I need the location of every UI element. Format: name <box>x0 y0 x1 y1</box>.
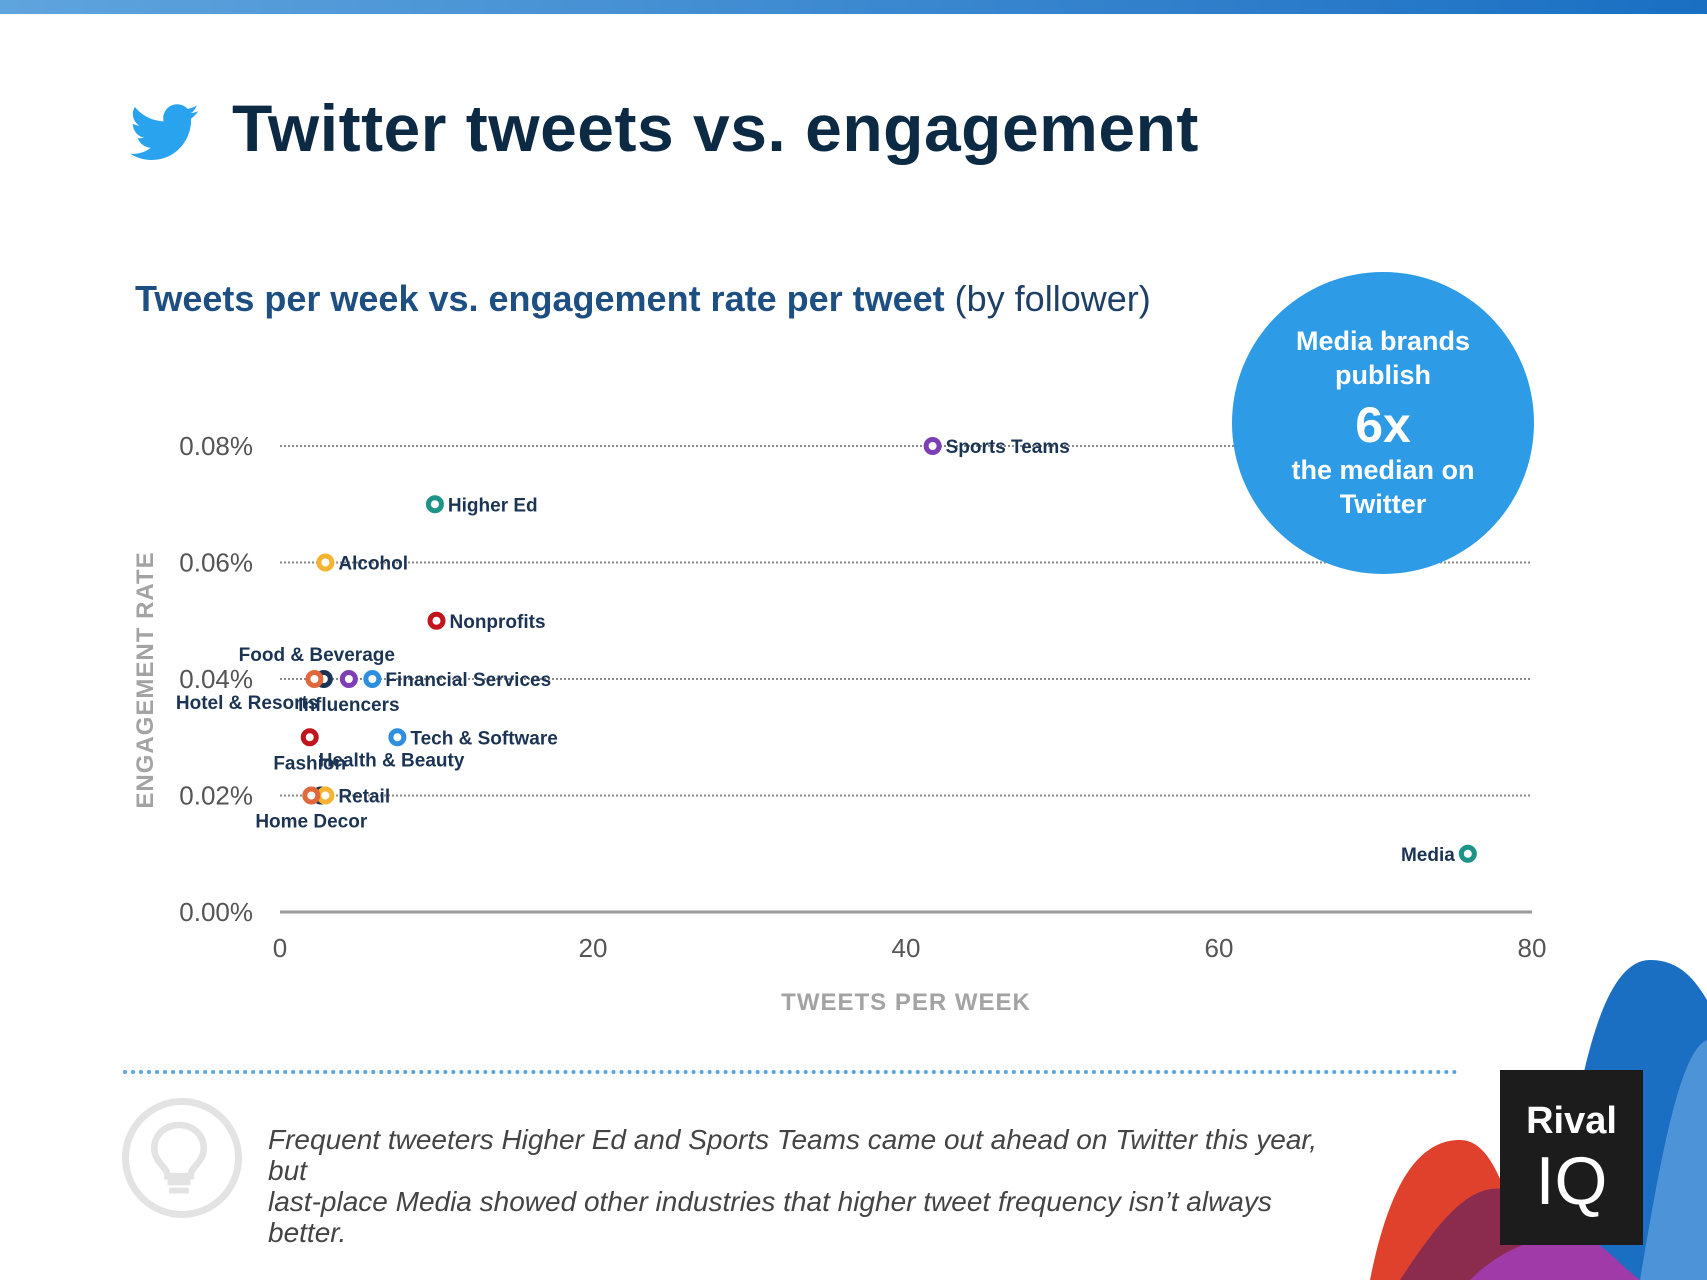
top-accent-bar <box>0 0 1707 14</box>
chart-subtitle-light: (by follower) <box>954 278 1151 319</box>
callout-bubble: Media brands publish 6x the median on Twit… <box>1232 272 1534 574</box>
chart-subtitle: Tweets per week vs. engagement rate per … <box>135 278 1151 320</box>
insight-badge <box>122 1098 242 1218</box>
callout-multiplier: 6x <box>1355 397 1411 453</box>
point-financial-services <box>363 670 382 688</box>
point-fashion <box>300 728 319 747</box>
point-label-fashion: Fashion <box>273 753 346 774</box>
point-media <box>1458 844 1477 863</box>
insight-note-line-1: Frequent tweeters Higher Ed and Sports T… <box>268 1124 1317 1186</box>
point-label-home-decor: Home Decor <box>255 812 368 833</box>
point-label-health-beauty: Health & Beauty <box>319 751 465 772</box>
scatter-chart: 0.00% 0.02% 0.04% 0.06% 0.08% 0 20 40 60 80 TWEETS… <box>132 431 1547 1016</box>
point-alcohol <box>316 553 335 572</box>
point-label-nonprofits: Nonprofits <box>450 612 546 633</box>
y-tick-label: 0.02% <box>179 781 253 811</box>
x-tick-label: 60 <box>1205 933 1234 963</box>
x-tick-label: 40 <box>892 933 921 963</box>
point-label-retail: Retail <box>338 787 390 808</box>
callout-line-4: Twitter <box>1339 489 1427 519</box>
rivaliq-logo-top: Rival <box>1526 1100 1617 1142</box>
page-title: Twitter tweets vs. engagement <box>232 91 1199 165</box>
dotted-separator <box>123 1070 1458 1074</box>
rivaliq-logo: Rival IQ <box>1500 1070 1643 1245</box>
point-tech-software <box>388 728 407 747</box>
point-retail <box>316 786 335 805</box>
lightbulb-icon <box>150 1121 208 1194</box>
point-label-food-beverage: Food & Beverage <box>239 645 395 666</box>
x-tick-label: 20 <box>579 933 608 963</box>
insight-note: Frequent tweeters Higher Ed and Sports T… <box>268 1124 1328 1248</box>
chart-subtitle-bold: Tweets per week vs. engagement rate per … <box>135 278 945 319</box>
x-axis-title: TWEETS PER WEEK <box>781 989 1031 1016</box>
callout-line-3: the median on <box>1291 455 1475 485</box>
insight-note-line-2: last-place Media showed other industries… <box>268 1186 1272 1248</box>
x-tick-label: 0 <box>273 933 287 963</box>
point-label-financial-services: Financial Services <box>385 670 551 691</box>
callout-line-1: Media brands <box>1295 326 1471 356</box>
y-tick-label: 0.04% <box>179 664 253 694</box>
y-axis-title: ENGAGEMENT RATE <box>132 551 159 808</box>
rivaliq-logo-bottom: IQ <box>1535 1143 1608 1219</box>
callout-line-2: publish <box>1335 360 1431 390</box>
point-label-sports-teams: Sports Teams <box>946 437 1070 458</box>
point-label-media: Media <box>1401 845 1455 866</box>
point-higher-ed <box>425 495 444 514</box>
y-tick-label: 0.08% <box>179 431 253 461</box>
y-tick-label: 0.06% <box>179 548 253 578</box>
point-sports-teams <box>923 437 942 455</box>
point-label-tech-software: Tech & Software <box>410 728 557 749</box>
point-label-influencers: Influencers <box>298 695 399 716</box>
x-tick-label: 80 <box>1518 933 1547 963</box>
point-influencers <box>339 670 358 688</box>
point-label-alcohol: Alcohol <box>338 554 408 575</box>
y-tick-label: 0.00% <box>179 897 253 927</box>
point-home-decor <box>302 786 321 805</box>
point-nonprofits <box>427 611 446 630</box>
point-label-hotel-resorts: Hotel & Resorts <box>176 693 319 714</box>
point-hotel-resorts <box>305 670 324 688</box>
point-label-higher-ed: Higher Ed <box>448 495 538 516</box>
twitter-bird-icon <box>130 104 199 160</box>
